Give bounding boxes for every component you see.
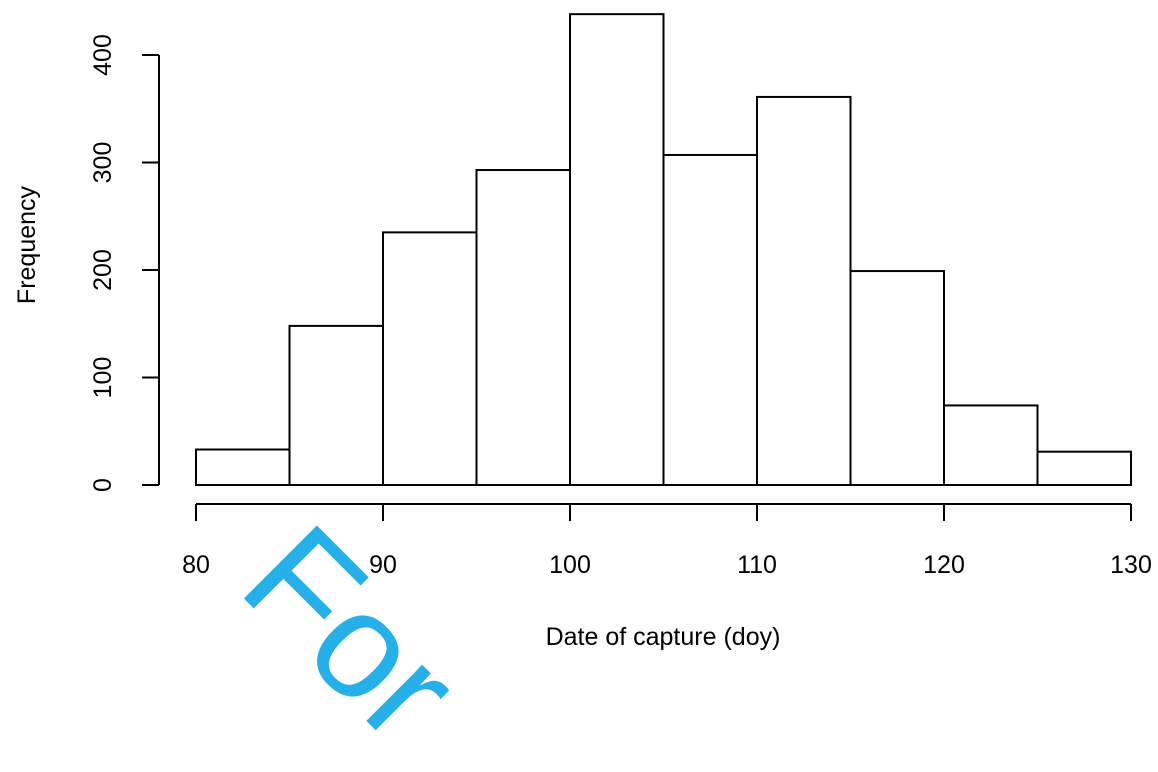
x-tick-label: 80 xyxy=(182,551,210,579)
y-tick-label: 300 xyxy=(89,142,117,184)
histogram-bar xyxy=(288,324,384,486)
histogram-bar xyxy=(569,13,665,487)
x-tick-label: 90 xyxy=(369,551,397,579)
y-tick-label: 400 xyxy=(89,34,117,76)
x-tick-label: 130 xyxy=(1110,551,1152,579)
y-tick-label: 100 xyxy=(89,357,117,399)
y-axis: 0 100 200 300 400 xyxy=(89,34,160,492)
y-axis-title: Frequency xyxy=(13,185,41,304)
x-axis: 80 90 100 110 120 130 xyxy=(182,503,1152,579)
histogram-bar xyxy=(382,231,478,486)
histogram-bar xyxy=(1036,450,1132,486)
histogram-bar xyxy=(475,169,571,486)
x-tick-label: 100 xyxy=(549,551,591,579)
x-axis-title: Date of capture (doy) xyxy=(546,623,781,651)
y-tick-label: 200 xyxy=(89,249,117,291)
x-tick-label: 120 xyxy=(923,551,965,579)
histogram-bar xyxy=(849,270,945,487)
histogram-bar xyxy=(943,404,1039,487)
histogram-bar xyxy=(662,153,758,486)
histogram-bar xyxy=(756,95,852,487)
histogram-bar xyxy=(195,448,291,486)
histogram-chart: 80 90 100 110 120 130 0 100 200 300 400 Date of c… xyxy=(13,13,1152,651)
histogram-bars xyxy=(195,13,1132,487)
y-tick-label: 0 xyxy=(89,478,117,492)
x-tick-label: 110 xyxy=(737,551,777,579)
